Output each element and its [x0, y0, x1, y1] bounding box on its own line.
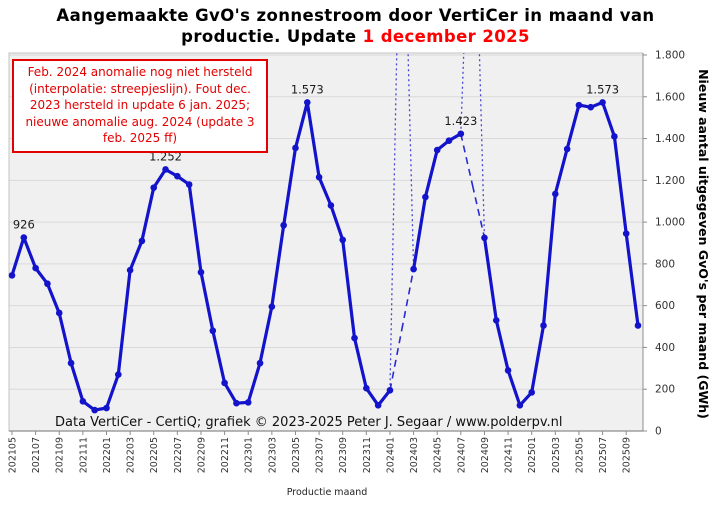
- svg-text:0: 0: [655, 426, 662, 438]
- svg-text:202305: 202305: [291, 437, 302, 473]
- chart-title-line2: productie. Update 1 december 2025: [181, 27, 530, 46]
- svg-text:202105: 202105: [8, 437, 19, 473]
- svg-text:202301: 202301: [244, 437, 255, 473]
- svg-text:200: 200: [655, 384, 675, 396]
- svg-text:1.400: 1.400: [655, 133, 685, 145]
- svg-text:926: 926: [13, 218, 35, 232]
- annotation-line: Feb. 2024 anomalie nog niet hersteld: [27, 65, 253, 79]
- svg-text:202401: 202401: [385, 437, 396, 473]
- update-date: 1 december 2025: [362, 27, 530, 46]
- svg-text:202403: 202403: [409, 437, 420, 473]
- svg-text:202109: 202109: [55, 437, 66, 473]
- svg-text:600: 600: [655, 300, 675, 312]
- svg-text:800: 800: [655, 258, 675, 270]
- svg-text:202207: 202207: [173, 437, 184, 473]
- svg-text:1.252: 1.252: [149, 149, 182, 163]
- svg-text:202205: 202205: [149, 437, 160, 473]
- y-axis-title: Nieuw aantal uitgegeven GvO's per maand …: [696, 69, 711, 419]
- svg-text:202309: 202309: [338, 437, 349, 473]
- svg-text:202311: 202311: [362, 437, 373, 473]
- svg-text:202503: 202503: [551, 437, 562, 473]
- svg-text:202111: 202111: [78, 437, 89, 473]
- svg-text:202509: 202509: [622, 437, 633, 473]
- footer-credit: Data VertiCer - CertiQ; grafiek © 2023-2…: [55, 415, 563, 430]
- annotation-line: 2023 hersteld in update 6 jan. 2025;: [29, 98, 251, 112]
- chart-title-line1: Aangemaakte GvO's zonnestroom door Verti…: [56, 6, 655, 25]
- svg-text:1.573: 1.573: [291, 82, 324, 96]
- chart-title: Aangemaakte GvO's zonnestroom door Verti…: [0, 5, 711, 47]
- svg-text:1.000: 1.000: [655, 217, 685, 229]
- svg-text:202507: 202507: [598, 437, 609, 473]
- svg-text:202407: 202407: [456, 437, 467, 473]
- annotation-line: nieuwe anomalie aug. 2024 (update 3: [25, 114, 255, 129]
- svg-text:202209: 202209: [196, 437, 207, 473]
- svg-text:1.573: 1.573: [586, 82, 619, 96]
- svg-text:202303: 202303: [267, 437, 278, 473]
- x-axis-title: Productie maand: [287, 487, 368, 498]
- anomaly-annotation-box: Feb. 2024 anomalie nog niet hersteld (in…: [12, 59, 268, 153]
- svg-text:1.423: 1.423: [444, 114, 477, 128]
- svg-text:202501: 202501: [527, 437, 538, 473]
- svg-text:202203: 202203: [126, 437, 137, 473]
- annotation-line: feb. 2025 ff): [102, 131, 178, 145]
- svg-text:202411: 202411: [504, 437, 515, 473]
- svg-text:202107: 202107: [31, 437, 42, 473]
- svg-text:202505: 202505: [574, 437, 585, 473]
- annotation-line: (interpolatie: streepjeslijn). Fout dec.: [29, 81, 251, 96]
- svg-text:202409: 202409: [480, 437, 491, 473]
- svg-text:202405: 202405: [433, 437, 444, 473]
- svg-text:202201: 202201: [102, 437, 113, 473]
- svg-text:202211: 202211: [220, 437, 231, 473]
- svg-text:1.800: 1.800: [655, 50, 685, 62]
- svg-text:400: 400: [655, 342, 675, 354]
- svg-text:1.600: 1.600: [655, 91, 685, 103]
- svg-text:202307: 202307: [315, 437, 326, 473]
- svg-text:1.200: 1.200: [655, 175, 685, 187]
